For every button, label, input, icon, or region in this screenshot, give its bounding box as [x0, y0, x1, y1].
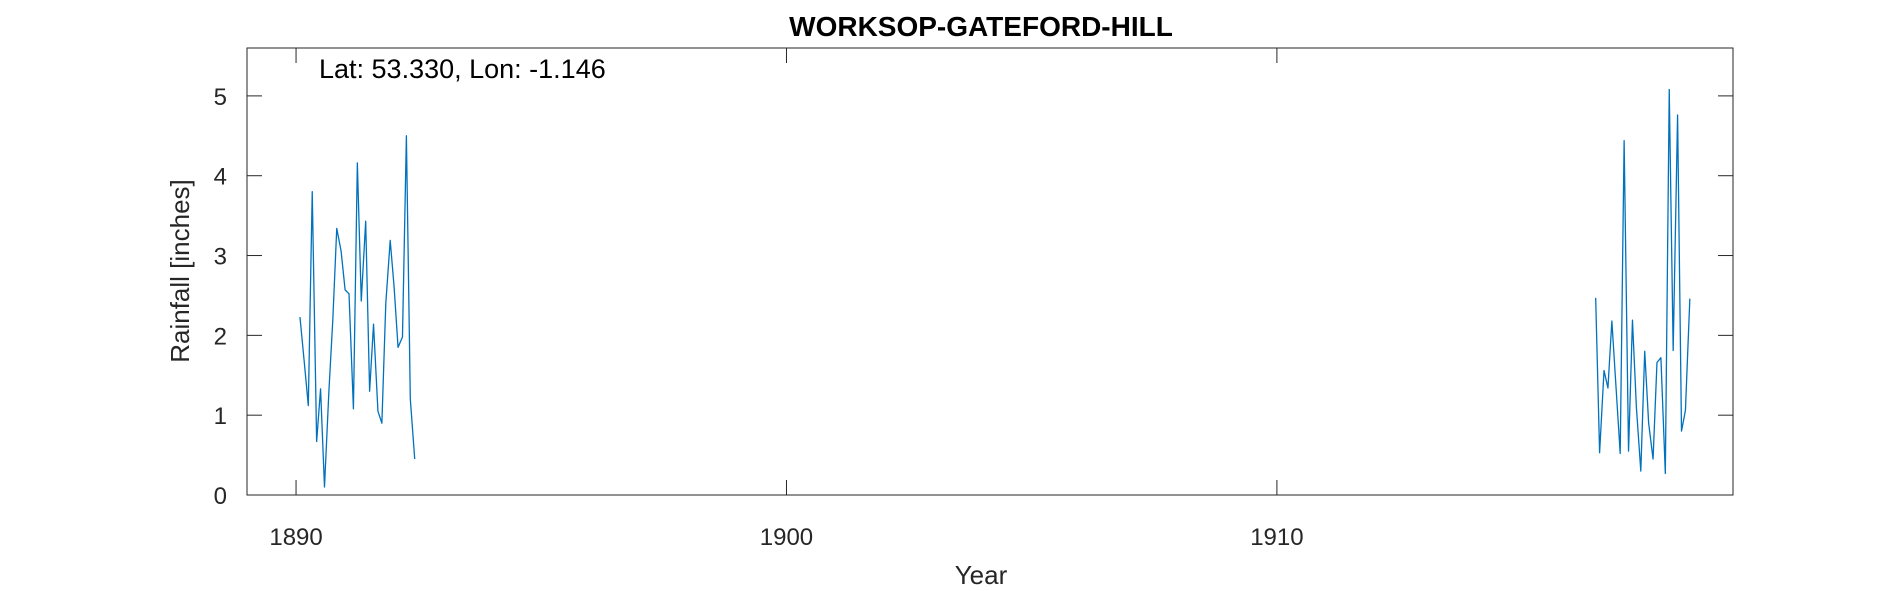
y-tick-label: 0	[214, 483, 227, 510]
x-tick-label: 1890	[269, 524, 322, 551]
y-tick-label: 3	[214, 244, 227, 271]
rainfall-series-line-1	[299, 135, 416, 488]
x-tick-label: 1900	[760, 524, 813, 551]
y-tick-label: 5	[214, 84, 227, 111]
y-tick-label: 1	[214, 403, 227, 430]
x-tick-label: 1910	[1250, 524, 1303, 551]
series-layer	[299, 88, 1691, 488]
chart-title: WORKSOP-GATEFORD-HILL	[789, 11, 1173, 42]
y-tick-label: 4	[214, 164, 227, 191]
tick-labels: 1890 1900 1910 0 1 2 3 4 5	[214, 84, 1304, 551]
location-annotation: Lat: 53.330, Lon: -1.146	[319, 54, 606, 84]
plot-area	[246, 47, 1734, 496]
y-axis-label: Rainfall [inches]	[165, 179, 195, 363]
y-tick-label: 2	[214, 323, 227, 350]
rainfall-series-line-2	[1595, 88, 1691, 475]
axis-ticks	[247, 48, 1733, 496]
x-axis-label: Year	[955, 560, 1008, 590]
